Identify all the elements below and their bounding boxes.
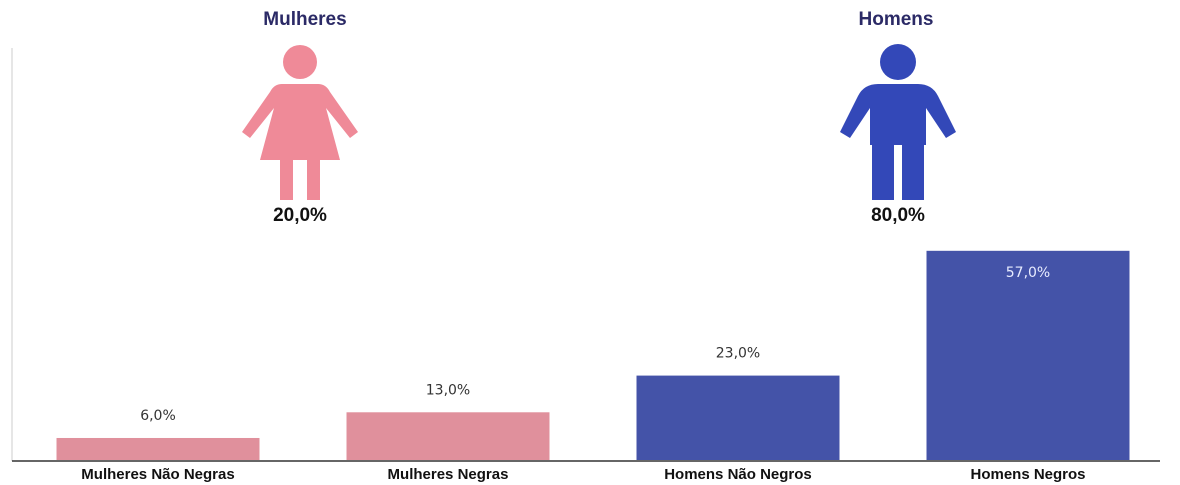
category-label: Homens Negros <box>970 466 1085 483</box>
man-icon <box>840 44 956 200</box>
woman-icon <box>242 45 358 200</box>
category-label: Mulheres Negras <box>388 466 509 483</box>
category-label: Homens Não Negros <box>664 466 812 483</box>
value-label: 23,0% <box>716 346 760 362</box>
value-label: 57,0% <box>1006 265 1050 281</box>
bar <box>346 412 550 460</box>
group-percent: 20,0% <box>273 205 327 226</box>
group-percent: 80,0% <box>871 205 925 226</box>
bar <box>56 437 260 460</box>
bar <box>636 375 840 460</box>
value-label: 13,0% <box>426 382 470 398</box>
value-label: 6,0% <box>140 408 176 424</box>
group-title: Homens <box>859 9 934 30</box>
category-label: Mulheres Não Negras <box>81 466 234 483</box>
group-title: Mulheres <box>263 9 346 30</box>
bar <box>926 250 1130 460</box>
